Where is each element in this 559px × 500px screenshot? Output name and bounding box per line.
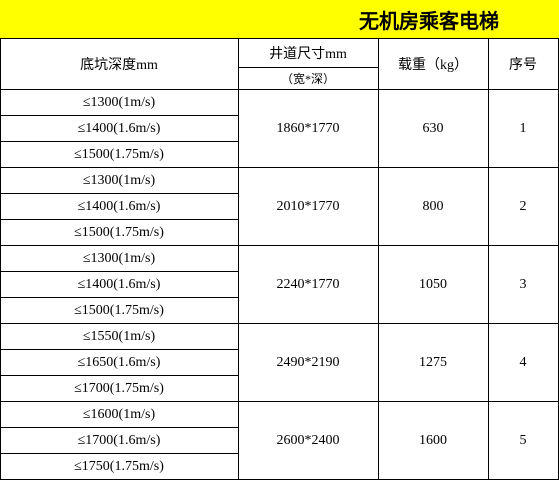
cell-pit: ≤1550(1m/s): [1, 324, 239, 350]
elevator-spec-table: 序号 载重（kg） 井道尺寸mm 底坑深度mm （宽*深） 16301860*1…: [0, 38, 559, 480]
cell-pit: ≤1750(1.75m/s): [1, 454, 239, 480]
table-row: 16301860*1770≤1300(1m/s): [1, 90, 559, 116]
cell-pit: ≤1600(1m/s): [1, 402, 239, 428]
header-row: 序号 载重（kg） 井道尺寸mm 底坑深度mm: [1, 39, 559, 68]
cell-seq: 3: [489, 246, 559, 324]
cell-dim: 2490*2190: [239, 324, 379, 402]
cell-pit: ≤1400(1.6m/s): [1, 194, 239, 220]
cell-dim: 2010*1770: [239, 168, 379, 246]
table-row: 28002010*1770≤1300(1m/s): [1, 168, 559, 194]
cell-load: 630: [379, 90, 489, 168]
table-row: 516002600*2400≤1600(1m/s): [1, 402, 559, 428]
cell-load: 1600: [379, 402, 489, 480]
cell-pit: ≤1400(1.6m/s): [1, 272, 239, 298]
cell-pit: ≤1700(1.75m/s): [1, 376, 239, 402]
cell-seq: 1: [489, 90, 559, 168]
title-bar: 无机房乘客电梯: [0, 0, 559, 38]
cell-pit: ≤1300(1m/s): [1, 90, 239, 116]
cell-pit: ≤1500(1.75m/s): [1, 298, 239, 324]
table-row: 412752490*2190≤1550(1m/s): [1, 324, 559, 350]
cell-dim: 2240*1770: [239, 246, 379, 324]
cell-pit: ≤1650(1.6m/s): [1, 350, 239, 376]
header-pit: 底坑深度mm: [1, 39, 239, 90]
cell-pit: ≤1500(1.75m/s): [1, 220, 239, 246]
cell-seq: 4: [489, 324, 559, 402]
cell-load: 800: [379, 168, 489, 246]
cell-seq: 5: [489, 402, 559, 480]
cell-pit: ≤1400(1.6m/s): [1, 116, 239, 142]
header-seq: 序号: [489, 39, 559, 90]
cell-pit: ≤1500(1.75m/s): [1, 142, 239, 168]
cell-load: 1275: [379, 324, 489, 402]
cell-seq: 2: [489, 168, 559, 246]
cell-load: 1050: [379, 246, 489, 324]
cell-pit: ≤1300(1m/s): [1, 246, 239, 272]
cell-dim: 1860*1770: [239, 90, 379, 168]
cell-pit: ≤1700(1.6m/s): [1, 428, 239, 454]
cell-dim: 2600*2400: [239, 402, 379, 480]
page-title: 无机房乘客电梯: [359, 5, 499, 34]
header-dim-sub: （宽*深）: [239, 68, 379, 90]
table-row: 310502240*1770≤1300(1m/s): [1, 246, 559, 272]
header-dim: 井道尺寸mm: [239, 39, 379, 68]
cell-pit: ≤1300(1m/s): [1, 168, 239, 194]
header-load: 载重（kg）: [379, 39, 489, 90]
